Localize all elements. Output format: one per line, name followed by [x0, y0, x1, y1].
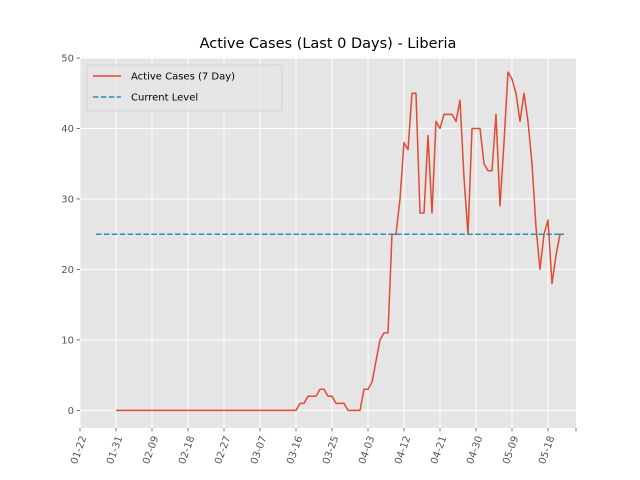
y-tick-label: 30: [61, 194, 74, 205]
plot-area: [80, 58, 576, 428]
grid: [79, 57, 576, 428]
active-cases-line: [116, 71, 564, 412]
legend-box: [86, 64, 283, 112]
y-tick-label: 40: [61, 124, 74, 135]
y-tick-label: 50: [61, 54, 74, 65]
legend: Active Cases (7 Day) Current Level: [86, 64, 283, 112]
legend-label: Current Level: [131, 93, 198, 104]
legend-label: Active Cases (7 Day): [131, 72, 235, 83]
y-tick-label: 0: [68, 406, 74, 417]
y-tick-label: 10: [61, 335, 74, 346]
y-tick-label: 20: [61, 265, 74, 276]
chart-title: Active Cases (Last 0 Days) - Liberia: [200, 36, 457, 52]
series-layer: [96, 71, 564, 412]
